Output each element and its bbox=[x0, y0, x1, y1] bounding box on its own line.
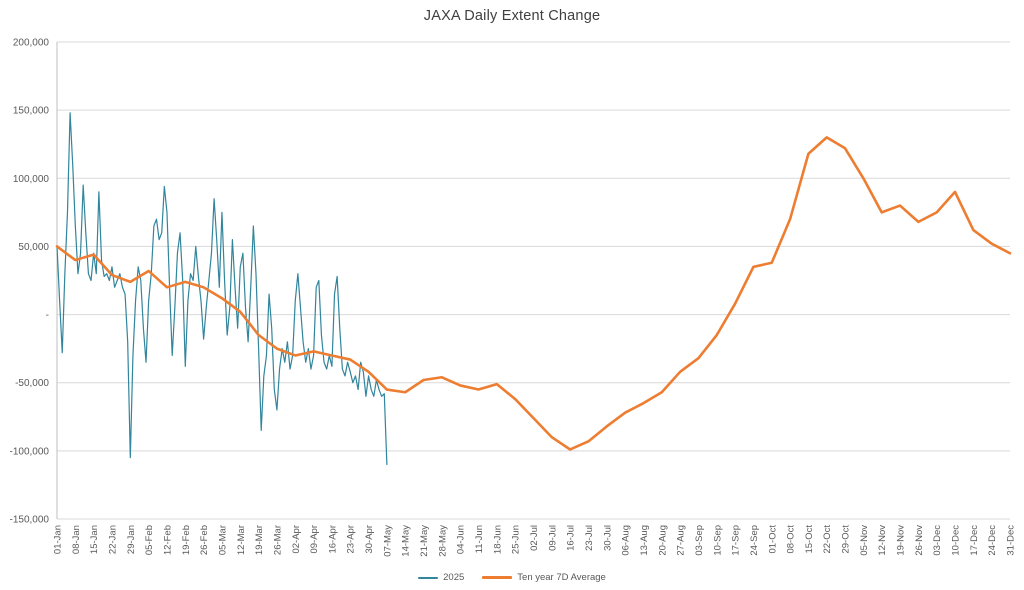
svg-text:19-Feb: 19-Feb bbox=[181, 525, 192, 555]
svg-text:17-Dec: 17-Dec bbox=[969, 525, 980, 556]
svg-text:04-Jun: 04-Jun bbox=[456, 525, 467, 554]
legend-label-2025: 2025 bbox=[443, 572, 465, 583]
svg-text:13-Aug: 13-Aug bbox=[639, 525, 650, 556]
svg-text:-50,000: -50,000 bbox=[15, 378, 49, 389]
legend-item-ten-year-average[interactable]: Ten year 7D Average bbox=[482, 572, 606, 583]
svg-text:10-Dec: 10-Dec bbox=[951, 525, 962, 556]
svg-text:20-Aug: 20-Aug bbox=[657, 525, 668, 556]
svg-text:03-Dec: 03-Dec bbox=[932, 525, 943, 556]
svg-text:26-Feb: 26-Feb bbox=[199, 525, 210, 555]
svg-text:22-Oct: 22-Oct bbox=[822, 525, 833, 554]
svg-text:15-Oct: 15-Oct bbox=[804, 525, 815, 554]
svg-text:01-Jan: 01-Jan bbox=[53, 525, 64, 554]
svg-text:05-Mar: 05-Mar bbox=[217, 525, 228, 555]
y-axis-labels: 200,000 150,000 100,000 50,000 - -50,000 -100,… bbox=[10, 38, 50, 526]
legend-item-2025[interactable]: 2025 bbox=[418, 572, 464, 583]
svg-text:19-Mar: 19-Mar bbox=[254, 525, 265, 555]
svg-text:28-May: 28-May bbox=[437, 525, 448, 557]
svg-text:12-Mar: 12-Mar bbox=[236, 525, 247, 555]
gridlines bbox=[57, 41, 1010, 520]
svg-text:01-Oct: 01-Oct bbox=[767, 525, 778, 554]
svg-text:14-May: 14-May bbox=[401, 525, 412, 557]
svg-text:02-Apr: 02-Apr bbox=[291, 525, 302, 554]
svg-text:23-Apr: 23-Apr bbox=[346, 525, 357, 554]
legend-swatch-2025 bbox=[418, 576, 439, 579]
svg-text:24-Dec: 24-Dec bbox=[987, 525, 998, 556]
svg-text:09-Jul: 09-Jul bbox=[547, 525, 558, 551]
svg-text:-100,000: -100,000 bbox=[10, 446, 50, 457]
line-chart: 200,000 150,000 100,000 50,000 - -50,000 -100,… bbox=[10, 38, 1017, 557]
svg-text:29-Oct: 29-Oct bbox=[841, 525, 852, 554]
svg-text:150,000: 150,000 bbox=[13, 106, 50, 117]
chart-legend: 2025 Ten year 7D Average bbox=[0, 572, 1024, 583]
svg-text:22-Jan: 22-Jan bbox=[107, 525, 118, 554]
svg-text:30-Jul: 30-Jul bbox=[602, 525, 613, 551]
svg-text:24-Sep: 24-Sep bbox=[749, 525, 760, 556]
legend-swatch-ten-year-average bbox=[482, 576, 513, 579]
svg-text:23-Jul: 23-Jul bbox=[584, 525, 595, 551]
svg-text:08-Jan: 08-Jan bbox=[71, 525, 82, 554]
svg-text:25-Jun: 25-Jun bbox=[511, 525, 522, 554]
svg-text:16-Apr: 16-Apr bbox=[327, 525, 338, 554]
svg-text:07-May: 07-May bbox=[382, 525, 393, 557]
series-line-ten-year-7d-average bbox=[55, 136, 1012, 451]
svg-text:10-Sep: 10-Sep bbox=[712, 525, 723, 556]
svg-text:02-Jul: 02-Jul bbox=[529, 525, 540, 551]
svg-text:05-Feb: 05-Feb bbox=[144, 525, 155, 555]
svg-text:11-Jun: 11-Jun bbox=[474, 525, 485, 553]
svg-text:05-Nov: 05-Nov bbox=[859, 525, 870, 556]
svg-text:200,000: 200,000 bbox=[13, 38, 50, 49]
svg-text:27-Aug: 27-Aug bbox=[676, 525, 687, 556]
svg-text:-150,000: -150,000 bbox=[10, 515, 50, 526]
legend-label-ten-year-average: Ten year 7D Average bbox=[517, 572, 606, 583]
series-line-2025 bbox=[56, 112, 388, 466]
svg-text:31-Dec: 31-Dec bbox=[1006, 525, 1017, 556]
svg-text:16-Jul: 16-Jul bbox=[566, 525, 577, 551]
svg-text:100,000: 100,000 bbox=[13, 174, 50, 185]
svg-text:03-Sep: 03-Sep bbox=[694, 525, 705, 556]
svg-text:29-Jan: 29-Jan bbox=[126, 525, 137, 554]
svg-text:12-Nov: 12-Nov bbox=[877, 525, 888, 556]
svg-text:08-Oct: 08-Oct bbox=[786, 525, 797, 554]
svg-text:15-Jan: 15-Jan bbox=[89, 525, 100, 554]
svg-text:17-Sep: 17-Sep bbox=[731, 525, 742, 556]
svg-text:21-May: 21-May bbox=[419, 525, 430, 557]
svg-text:06-Aug: 06-Aug bbox=[621, 525, 632, 556]
svg-text:12-Feb: 12-Feb bbox=[162, 525, 173, 555]
svg-text:26-Nov: 26-Nov bbox=[914, 525, 925, 556]
chart-title: JAXA Daily Extent Change bbox=[423, 8, 601, 24]
x-axis-labels: 01-Jan 08-Jan 15-Jan 22-Jan 29-Jan 05-Feb 12-F… bbox=[53, 525, 1017, 557]
svg-text:18-Jun: 18-Jun bbox=[492, 525, 503, 554]
svg-text:30-Apr: 30-Apr bbox=[364, 525, 375, 554]
svg-text:50,000: 50,000 bbox=[18, 242, 49, 253]
svg-text:19-Nov: 19-Nov bbox=[896, 525, 907, 556]
svg-text:09-Apr: 09-Apr bbox=[309, 525, 320, 554]
svg-text:-: - bbox=[46, 310, 49, 321]
svg-text:26-Mar: 26-Mar bbox=[272, 525, 283, 555]
